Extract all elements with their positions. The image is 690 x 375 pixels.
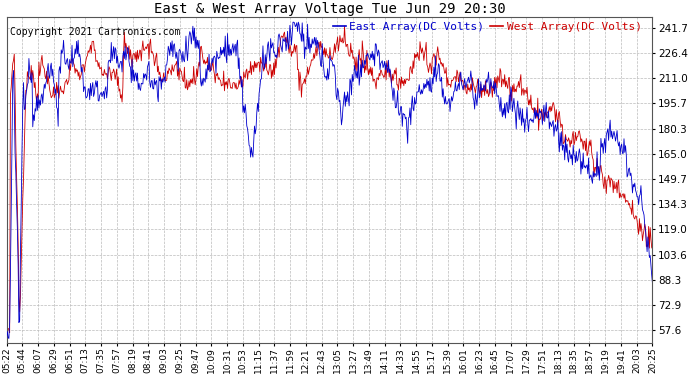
Legend: East Array(DC Volts), West Array(DC Volts): East Array(DC Volts), West Array(DC Volt… [328, 17, 646, 36]
Text: Copyright 2021 Cartronics.com: Copyright 2021 Cartronics.com [10, 27, 180, 37]
Title: East & West Array Voltage Tue Jun 29 20:30: East & West Array Voltage Tue Jun 29 20:… [154, 2, 505, 16]
